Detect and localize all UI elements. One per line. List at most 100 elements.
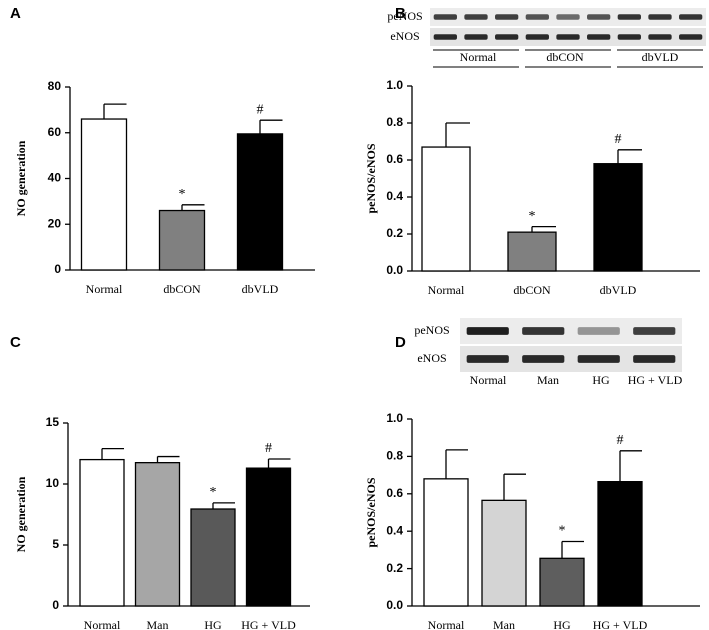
blot-band	[648, 14, 672, 20]
blot-band	[522, 327, 565, 335]
y-tick-label: 20	[48, 216, 62, 230]
bar	[593, 163, 643, 272]
panel-letter: A	[10, 5, 21, 22]
blot-band	[525, 14, 549, 20]
y-tick-label: 60	[48, 125, 62, 139]
x-tick-label: Normal	[84, 618, 121, 630]
blot-band	[495, 34, 519, 40]
panel-letter: D	[395, 334, 406, 351]
bar	[134, 461, 181, 607]
y-tick-label: 0	[52, 598, 59, 612]
blot-band	[466, 355, 509, 363]
x-tick-label: Normal	[86, 282, 123, 296]
bar	[507, 231, 557, 272]
bar	[158, 209, 206, 271]
significance-label: #	[615, 132, 622, 147]
y-tick-label: 40	[48, 171, 62, 185]
y-axis-label: peNOS/eNOS	[364, 143, 378, 213]
blot-lane-label: dbVLD	[642, 50, 679, 64]
blot-band	[633, 355, 676, 363]
blot-lane-label: HG + VLD	[628, 373, 683, 387]
blot-band	[577, 355, 620, 363]
y-tick-label: 10	[46, 476, 60, 490]
bar	[481, 499, 527, 607]
panel-letter: C	[10, 334, 21, 351]
blot-band	[633, 327, 676, 335]
y-tick-label: 0.4	[386, 523, 403, 537]
panel-letter: B	[395, 5, 406, 22]
y-tick-label: 0.8	[386, 115, 403, 129]
blot-lane-label: Man	[537, 373, 559, 387]
blot-lane-label: dbCON	[546, 50, 584, 64]
blot-row-label: eNOS	[390, 29, 419, 43]
bar	[80, 118, 128, 271]
blot-band	[587, 34, 611, 40]
x-tick-label: dbVLD	[242, 282, 279, 296]
blot-band	[617, 34, 641, 40]
significance-label: *	[559, 524, 566, 539]
bar	[236, 133, 284, 271]
blot-band	[466, 327, 509, 335]
y-tick-label: 0.0	[386, 263, 403, 277]
x-tick-label: Normal	[428, 283, 465, 297]
y-tick-label: 0.6	[386, 486, 403, 500]
blot-band	[464, 14, 488, 20]
x-tick-label: dbVLD	[600, 283, 637, 297]
blot-band	[433, 14, 457, 20]
x-tick-label: Normal	[428, 618, 465, 630]
y-tick-label: 0.6	[386, 152, 403, 166]
blot-band	[525, 34, 549, 40]
y-tick-label: 80	[48, 79, 62, 93]
significance-label: #	[257, 102, 264, 117]
significance-label: *	[529, 209, 536, 224]
blot-row-label: peNOS	[414, 323, 449, 337]
blot-band	[464, 34, 488, 40]
y-tick-label: 0.2	[386, 226, 403, 240]
x-tick-label: HG	[204, 618, 222, 630]
bar	[421, 146, 471, 272]
bar	[597, 480, 643, 607]
blot-row-label: eNOS	[417, 351, 446, 365]
y-tick-label: 0.8	[386, 449, 403, 463]
blot-band	[648, 34, 672, 40]
y-tick-label: 0.2	[386, 561, 403, 575]
blot-band	[556, 34, 580, 40]
significance-label: #	[265, 441, 272, 456]
bar	[190, 508, 236, 607]
y-tick-label: 15	[46, 415, 60, 429]
blot-lane-label: Normal	[460, 50, 497, 64]
significance-label: *	[210, 485, 217, 500]
blot-band	[587, 14, 611, 20]
blot-row-label: peNOS	[387, 9, 422, 23]
y-axis-label: NO generation	[14, 476, 28, 552]
significance-label: *	[179, 187, 186, 202]
y-tick-label: 0.4	[386, 189, 403, 203]
blot-lane-label: Normal	[470, 373, 507, 387]
blot-band	[495, 14, 519, 20]
x-tick-label: HG	[553, 618, 571, 630]
blot-band	[617, 14, 641, 20]
x-tick-label: dbCON	[163, 282, 201, 296]
blot-band	[679, 14, 703, 20]
y-tick-label: 0.0	[386, 598, 403, 612]
x-tick-label: HG + VLD	[593, 618, 648, 630]
bar	[245, 467, 292, 607]
y-tick-label: 1.0	[386, 78, 403, 92]
blot-band	[433, 34, 457, 40]
x-tick-label: dbCON	[513, 283, 551, 297]
y-tick-label: 5	[52, 537, 59, 551]
blot-band	[556, 14, 580, 20]
blot-band	[577, 327, 620, 335]
y-tick-label: 0	[54, 262, 61, 276]
blot-band	[679, 34, 703, 40]
significance-label: #	[617, 433, 624, 448]
x-tick-label: Man	[493, 618, 515, 630]
blot-band	[522, 355, 565, 363]
blot-lane-label: HG	[592, 373, 610, 387]
y-tick-label: 1.0	[386, 411, 403, 425]
y-axis-label: NO generation	[14, 140, 28, 216]
bar	[79, 458, 125, 607]
x-tick-label: HG + VLD	[241, 618, 296, 630]
x-tick-label: Man	[147, 618, 169, 630]
